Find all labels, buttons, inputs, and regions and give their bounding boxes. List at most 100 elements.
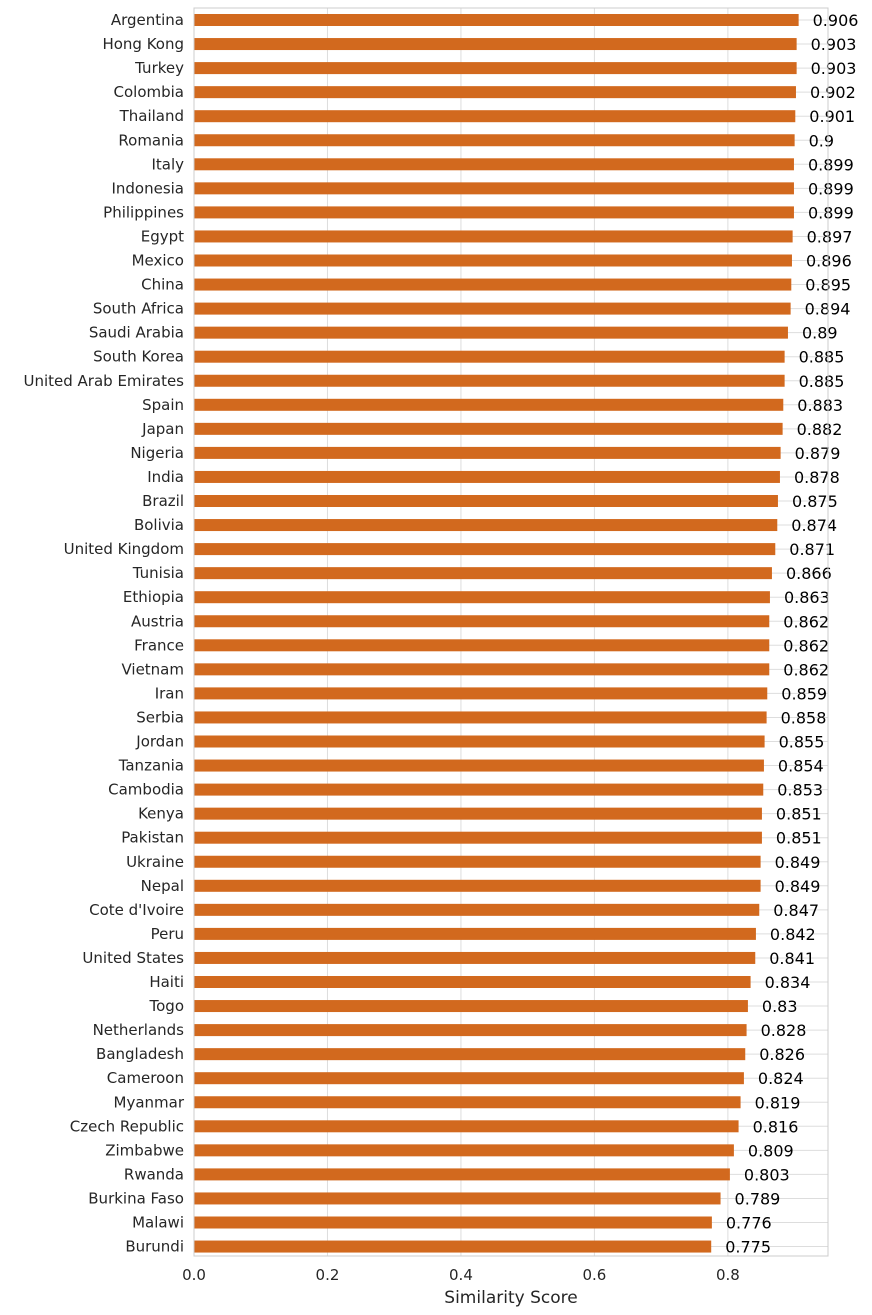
category-label: Cote d'Ivoire [89, 901, 184, 919]
value-label: 0.882 [797, 420, 843, 439]
bar [194, 62, 797, 75]
value-label: 0.862 [783, 612, 829, 631]
plot-frame [193, 7, 829, 1257]
bar [194, 1192, 721, 1205]
bar [194, 519, 778, 532]
value-label: 0.775 [725, 1238, 771, 1257]
value-label: 0.803 [744, 1165, 790, 1184]
category-label: Tunisia [132, 564, 184, 582]
x-tick-label: 0.8 [716, 1266, 740, 1284]
bar [194, 206, 794, 219]
value-label: 0.849 [775, 877, 821, 896]
value-label: 0.816 [753, 1117, 799, 1136]
bar [194, 446, 781, 459]
value-label: 0.899 [808, 155, 854, 174]
bar [194, 302, 791, 315]
category-label: Rwanda [124, 1165, 184, 1183]
category-label: South Africa [93, 300, 184, 318]
category-label: Togo [149, 997, 185, 1015]
value-label: 0.847 [773, 901, 819, 920]
value-labels: 0.906 0.903 0.903 0.902 0.901 0.9 0.899 0.899 0.… [725, 11, 858, 1257]
x-tick-label: 0.4 [449, 1266, 473, 1284]
category-label: Burundi [125, 1238, 184, 1256]
category-label: Brazil [142, 492, 184, 510]
value-label: 0.871 [789, 540, 835, 559]
category-label: Cambodia [108, 781, 184, 799]
bar [194, 807, 762, 820]
category-label: Jordan [135, 733, 184, 751]
bar [194, 591, 770, 604]
bar [194, 976, 751, 988]
value-label: 0.899 [808, 203, 854, 222]
bar [194, 639, 770, 652]
value-label: 0.899 [808, 179, 854, 198]
category-label: Zimbabwe [105, 1141, 184, 1159]
category-label: Austria [131, 612, 184, 630]
grid-lines [193, 8, 828, 1256]
category-label: Saudi Arabia [89, 324, 184, 342]
value-label: 0.9 [809, 131, 834, 150]
value-label: 0.841 [769, 949, 815, 968]
category-label: Iran [155, 684, 184, 702]
bar [194, 1168, 730, 1181]
bar [194, 350, 785, 363]
category-label: United Arab Emirates [23, 372, 184, 390]
category-label: Philippines [103, 203, 184, 221]
bar [194, 927, 756, 940]
category-label: Egypt [141, 227, 184, 245]
category-label: Myanmar [114, 1093, 185, 1111]
category-label: South Korea [93, 348, 184, 366]
value-label: 0.826 [759, 1045, 805, 1064]
category-label: Nigeria [130, 444, 184, 462]
value-label: 0.858 [781, 708, 827, 727]
category-label: China [141, 276, 184, 294]
category-label: Malawi [132, 1214, 184, 1232]
x-axis-title: Similarity Score [444, 1288, 577, 1308]
bar [194, 1216, 712, 1229]
bar [194, 1000, 748, 1013]
bar [194, 711, 767, 724]
category-label: Nepal [141, 877, 184, 895]
category-labels: Argentina Hong Kong Turkey Colombia Thailand… [23, 11, 184, 1256]
category-label: Colombia [114, 83, 185, 101]
bar [194, 759, 764, 772]
value-label: 0.878 [794, 468, 840, 487]
value-label: 0.859 [781, 684, 827, 703]
value-label: 0.885 [799, 348, 845, 367]
x-axis-ticks: 0.0 0.2 0.4 0.6 0.8 [182, 1266, 740, 1284]
value-label: 0.789 [735, 1189, 781, 1208]
bar [194, 663, 770, 676]
bar [194, 1240, 712, 1253]
category-label: Japan [141, 420, 184, 438]
value-label: 0.874 [791, 516, 837, 535]
x-tick-label: 0.2 [316, 1266, 340, 1284]
category-label: Czech Republic [70, 1117, 184, 1135]
bar [194, 567, 772, 580]
value-label: 0.897 [807, 227, 853, 246]
category-label: Burkina Faso [88, 1189, 184, 1207]
category-label: Cameroon [107, 1069, 184, 1087]
value-label: 0.851 [776, 829, 822, 848]
category-label: United States [82, 949, 184, 967]
value-label: 0.875 [792, 492, 838, 511]
category-label: Bolivia [134, 516, 184, 534]
bar [194, 158, 794, 171]
bar [194, 1072, 744, 1085]
value-label: 0.883 [797, 396, 843, 415]
category-label: Serbia [136, 708, 184, 726]
bar [194, 422, 783, 435]
bars [194, 14, 799, 1253]
category-label: Bangladesh [96, 1045, 184, 1063]
bar [194, 86, 796, 99]
bar [194, 783, 764, 796]
x-tick-label: 0.6 [582, 1266, 606, 1284]
value-label: 0.855 [779, 733, 825, 752]
category-label: Turkey [134, 59, 184, 77]
category-label: Italy [151, 155, 184, 173]
value-label: 0.834 [765, 973, 811, 992]
value-label: 0.902 [810, 83, 856, 102]
bar [194, 230, 793, 243]
value-label: 0.885 [799, 372, 845, 391]
value-label: 0.903 [811, 35, 857, 54]
